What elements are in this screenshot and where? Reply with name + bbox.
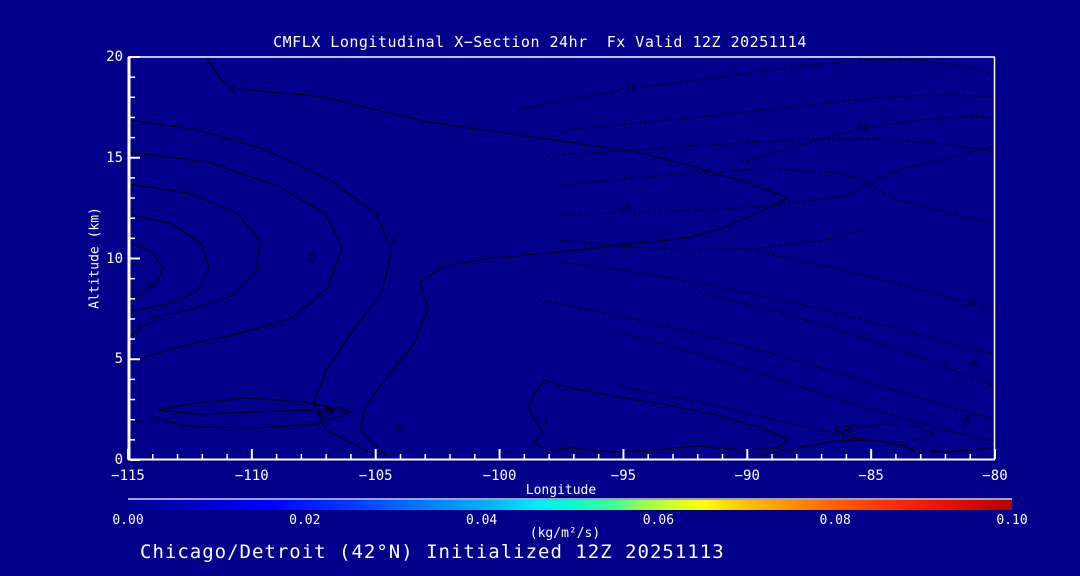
contour-line-10 — [127, 119, 393, 453]
contour-line--10 — [617, 385, 953, 454]
colorbar-tick-label: 0.08 — [819, 513, 851, 528]
contour-line-0 — [761, 439, 915, 456]
contour-label: 0 — [397, 424, 403, 435]
contour-line--10 — [539, 299, 996, 421]
y-tick-label: 15 — [106, 149, 123, 166]
x-tick-label: −95 — [610, 468, 637, 484]
contour-line--20 — [559, 168, 873, 216]
contour-line--20 — [741, 115, 996, 163]
contour-line--10 — [517, 59, 996, 111]
x-tick-label: −115 — [111, 468, 145, 484]
contour-label: 0 — [229, 84, 235, 95]
contour-label: 0 — [919, 447, 925, 458]
colorbar-unit-label: (kg/m²/s) — [529, 526, 601, 541]
contour-label: 10 — [146, 416, 158, 427]
contour-line-50 — [127, 241, 164, 300]
x-tick-label: −90 — [734, 468, 760, 484]
x-tick-label: −105 — [358, 468, 393, 484]
contour-label: -10 — [953, 414, 974, 432]
y-tick-label: 0 — [114, 452, 123, 468]
contour-line-20 — [127, 151, 343, 363]
contour-line-0 — [317, 409, 335, 419]
x-tick-label: −100 — [482, 468, 517, 484]
contour-line--10 — [547, 138, 996, 157]
chart-caption: Chicago/Detroit (42°N) Initialized 12Z 2… — [140, 541, 725, 563]
contour-label: -20 — [962, 357, 982, 378]
contour-line--10 — [617, 331, 996, 442]
contour-line--20 — [865, 145, 996, 225]
contour-label: -20 — [613, 204, 631, 215]
colorbar-tick-label: 0.10 — [996, 513, 1028, 528]
colorbar — [128, 500, 1012, 510]
colorbar-tick-label: 0.00 — [112, 513, 144, 528]
contour-line--10 — [559, 94, 996, 131]
y-tick-label: 5 — [114, 351, 123, 368]
contour-line--30 — [757, 251, 996, 312]
colorbar-tick-label: 0.04 — [465, 513, 498, 528]
contour-label: 0 — [542, 417, 548, 428]
contour-label: 0 — [391, 236, 397, 247]
colorbar-tick-label: 0.02 — [289, 513, 321, 528]
contour-line-0 — [528, 379, 789, 453]
contour-line-10 — [157, 397, 353, 429]
contour-line--20 — [699, 291, 996, 387]
contour-label: -30 — [958, 297, 978, 312]
contour-line-30 — [127, 183, 261, 339]
contour-line--20 — [559, 261, 996, 355]
contour-label: 10 — [305, 251, 320, 267]
x-tick-label: −80 — [982, 468, 1008, 484]
x-tick-label: −85 — [858, 468, 884, 484]
contour-line-40 — [127, 213, 210, 312]
contour-label: 20 — [148, 311, 164, 327]
y-tick-label: 20 — [106, 49, 123, 65]
x-axis-label: Longitude — [525, 483, 597, 498]
contour-line--20 — [559, 227, 869, 251]
y-tick-label: 10 — [106, 250, 123, 267]
contour-line-0 — [833, 424, 857, 434]
contour-line-0 — [204, 56, 789, 456]
chart-title: CMFLX Longitudinal X−Section 24hr Fx Val… — [273, 33, 807, 51]
contour-label: -10 — [619, 84, 637, 95]
colorbar-tick-label: 0.06 — [642, 513, 675, 528]
contour-label: -20 — [851, 123, 869, 134]
contour-line--10 — [847, 423, 935, 443]
x-tick-label: −110 — [234, 468, 269, 484]
